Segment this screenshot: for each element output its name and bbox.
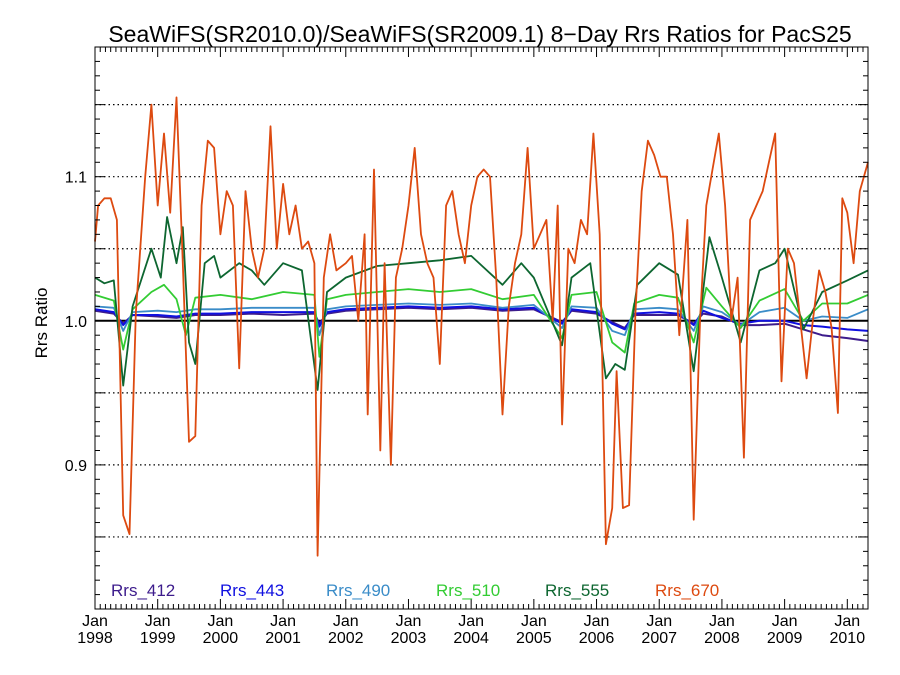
legend-item-rrs-443: Rrs_443: [220, 581, 284, 600]
y-tick-label: 1.1: [65, 170, 87, 187]
x-tick-label-year: 2010: [830, 630, 866, 647]
y-tick-label: 1.0: [65, 314, 87, 331]
x-tick-label-month: Jan: [458, 613, 484, 630]
x-tick-label-year: 2006: [579, 630, 615, 647]
x-tick-label-month: Jan: [207, 613, 233, 630]
x-tick-label-month: Jan: [145, 613, 171, 630]
x-tick-label-month: Jan: [270, 613, 296, 630]
x-tick-label-month: Jan: [834, 613, 860, 630]
x-tick-label-year: 2009: [767, 630, 803, 647]
series-line-rrs-555: [94, 216, 869, 391]
x-tick-label-year: 2008: [704, 630, 740, 647]
x-tick-labels: Jan1998Jan1999Jan2000Jan2001Jan2002Jan20…: [77, 613, 865, 647]
x-tick-label-year: 2005: [516, 630, 552, 647]
gridlines: [95, 104, 868, 538]
x-tick-label-month: Jan: [646, 613, 672, 630]
legend-item-rrs-510: Rrs_510: [436, 581, 500, 600]
y-axis-label: Rrs Ratio: [32, 288, 51, 359]
y-tick-labels: 0.9 1.0 1.1: [65, 170, 87, 475]
x-tick-label-year: 2002: [328, 630, 364, 647]
x-tick-label-year: 2000: [203, 630, 239, 647]
legend-item-rrs-412: Rrs_412: [111, 581, 175, 600]
x-tick-label-month: Jan: [521, 613, 547, 630]
x-tick-label-year: 1999: [140, 630, 176, 647]
series-line-rrs-510: [94, 283, 869, 358]
x-tick-label-month: Jan: [584, 613, 610, 630]
y-tick-label: 0.9: [65, 458, 87, 475]
x-tick-label-year: 2003: [391, 630, 427, 647]
x-tick-label-year: 1998: [77, 630, 113, 647]
x-tick-label-year: 2007: [641, 630, 677, 647]
axis-ticks: [94, 46, 868, 609]
x-tick-label-month: Jan: [772, 613, 798, 630]
legend-item-rrs-555: Rrs_555: [545, 581, 609, 600]
x-tick-label-year: 2001: [265, 630, 301, 647]
legend-item-rrs-490: Rrs_490: [326, 581, 390, 600]
x-tick-label-year: 2004: [453, 630, 489, 647]
chart-title: SeaWiFS(SR2010.0)/SeaWiFS(SR2009.1) 8−Da…: [108, 21, 851, 47]
x-tick-label-month: Jan: [333, 613, 359, 630]
x-tick-label-month: Jan: [709, 613, 735, 630]
legend: Rrs_412 Rrs_443 Rrs_490 Rrs_510 Rrs_555 Rrs_6…: [111, 581, 719, 600]
x-tick-label-month: Jan: [396, 613, 422, 630]
legend-item-rrs-670: Rrs_670: [655, 581, 719, 600]
plot-frame: [94, 46, 869, 610]
series-line-rrs-670: [94, 96, 869, 557]
series-lines: [94, 96, 869, 557]
x-tick-label-month: Jan: [82, 613, 108, 630]
